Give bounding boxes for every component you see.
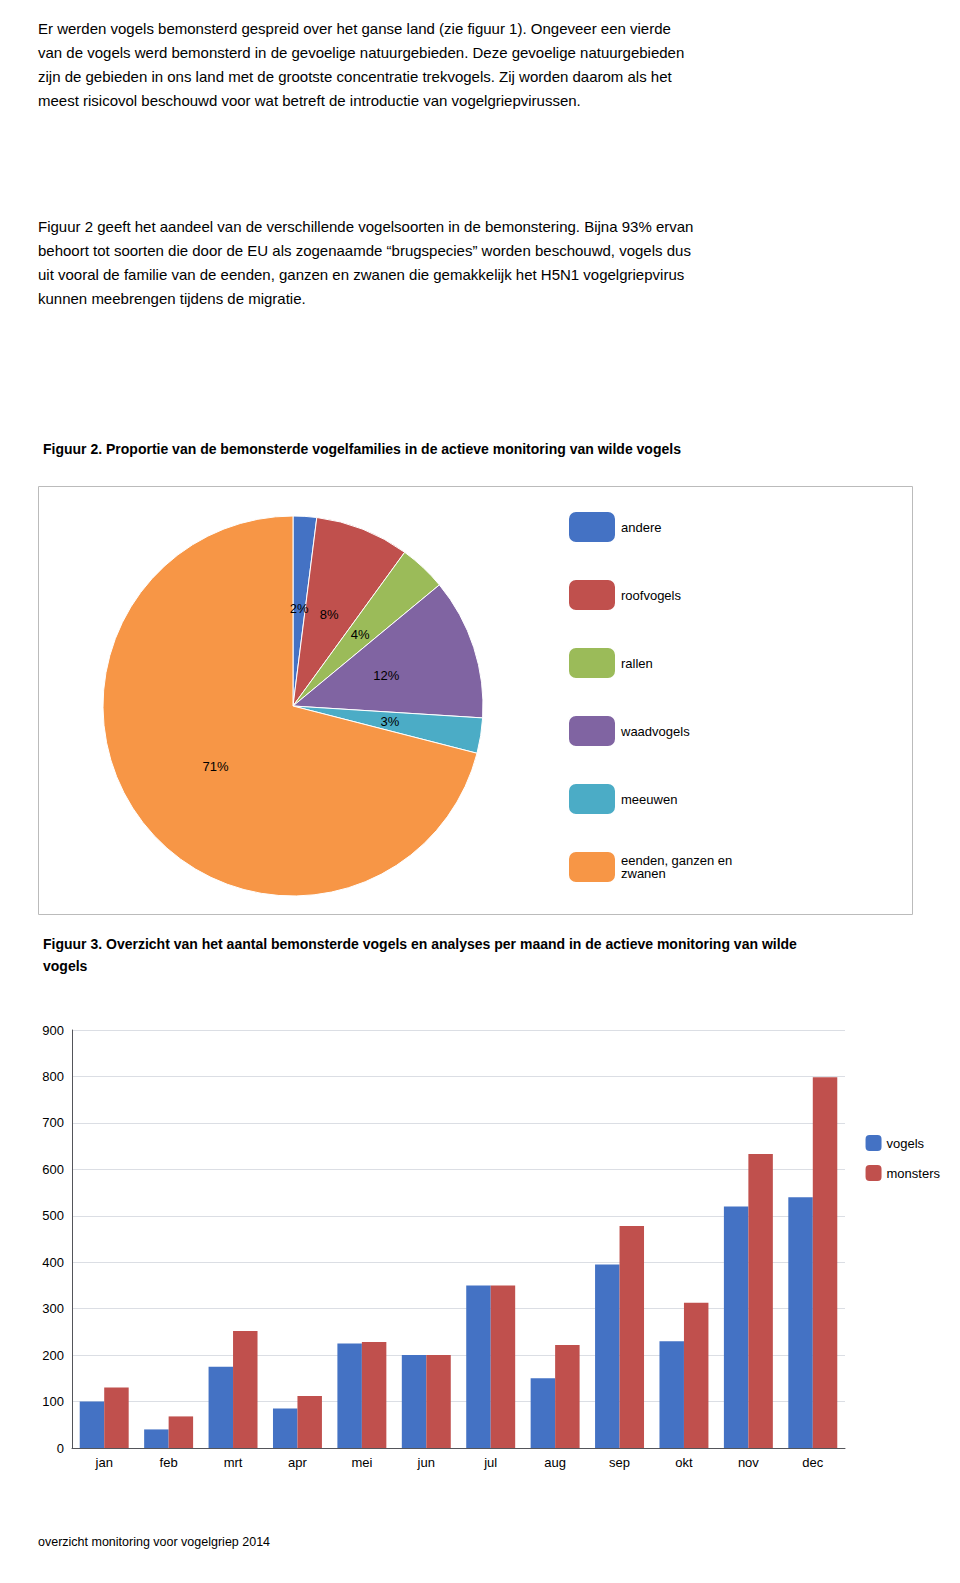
svg-text:mrt: mrt [224, 1455, 243, 1470]
svg-text:nov: nov [738, 1455, 759, 1470]
svg-text:71%: 71% [203, 759, 229, 774]
svg-text:dec: dec [802, 1455, 823, 1470]
svg-text:monsters: monsters [887, 1166, 941, 1181]
svg-text:300: 300 [42, 1301, 64, 1316]
svg-text:kunnen meebrengen tijdens de m: kunnen meebrengen tijdens de migratie. [38, 290, 306, 307]
svg-text:apr: apr [288, 1455, 307, 1470]
svg-text:500: 500 [42, 1208, 64, 1223]
svg-text:400: 400 [42, 1255, 64, 1270]
svg-text:rallen: rallen [621, 656, 653, 671]
svg-text:jul: jul [483, 1455, 497, 1470]
svg-text:Figuur 2 geeft het aandeel van: Figuur 2 geeft het aandeel van de versch… [38, 218, 693, 235]
svg-text:Figuur 2. Proportie van de bem: Figuur 2. Proportie van de bemonsterde v… [43, 441, 681, 457]
svg-text:600: 600 [42, 1162, 64, 1177]
svg-text:Figuur 3. Overzicht van het aa: Figuur 3. Overzicht van het aantal bemon… [43, 936, 797, 952]
svg-text:feb: feb [160, 1455, 178, 1470]
svg-text:Er werden vogels bemonsterd ge: Er werden vogels bemonsterd gespreid ove… [38, 20, 671, 37]
svg-text:200: 200 [42, 1348, 64, 1363]
svg-text:mei: mei [351, 1455, 372, 1470]
svg-text:900: 900 [42, 1023, 64, 1038]
svg-text:andere: andere [621, 520, 661, 535]
svg-text:okt: okt [675, 1455, 693, 1470]
svg-text:roofvogels: roofvogels [621, 588, 681, 603]
svg-text:uit vooral de familie van de e: uit vooral de familie van de eenden, gan… [38, 266, 684, 283]
svg-text:zwanen: zwanen [621, 866, 666, 881]
svg-text:eenden, ganzen en: eenden, ganzen en [621, 853, 733, 868]
svg-text:behoort tot soorten die door d: behoort tot soorten die door de EU als z… [38, 242, 691, 259]
svg-text:jun: jun [417, 1455, 435, 1470]
svg-text:zijn de gebieden in ons land m: zijn de gebieden in ons land met de groo… [38, 68, 673, 85]
svg-text:2%: 2% [290, 601, 309, 616]
svg-text:van de vogels werd bemonsterd: van de vogels werd bemonsterd in de gevo… [38, 44, 684, 61]
svg-text:overzicht monitoring voor voge: overzicht monitoring voor vogelgriep 201… [38, 1535, 270, 1549]
svg-text:3%: 3% [380, 714, 399, 729]
svg-text:4%: 4% [351, 627, 370, 642]
svg-text:12%: 12% [373, 668, 399, 683]
svg-text:0: 0 [57, 1441, 64, 1456]
svg-text:100: 100 [42, 1394, 64, 1409]
svg-text:waadvogels: waadvogels [620, 724, 690, 739]
svg-text:jan: jan [95, 1455, 113, 1470]
svg-text:700: 700 [42, 1115, 64, 1130]
svg-text:sep: sep [609, 1455, 630, 1470]
svg-text:aug: aug [544, 1455, 566, 1470]
svg-text:vogels: vogels [43, 958, 88, 974]
svg-text:vogels: vogels [887, 1136, 925, 1151]
svg-text:8%: 8% [320, 607, 339, 622]
svg-text:meeuwen: meeuwen [621, 792, 677, 807]
svg-text:800: 800 [42, 1069, 64, 1084]
svg-text:meest risicovol beschouwd voor: meest risicovol beschouwd voor wat betre… [38, 92, 581, 109]
